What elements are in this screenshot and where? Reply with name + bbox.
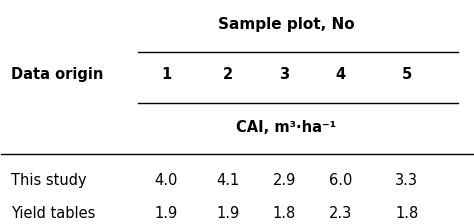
Text: 2.9: 2.9 <box>273 173 296 187</box>
Text: 1.9: 1.9 <box>155 206 178 221</box>
Text: 1.8: 1.8 <box>395 206 418 221</box>
Text: 5: 5 <box>401 67 412 82</box>
Text: CAI, m³·ha⁻¹: CAI, m³·ha⁻¹ <box>237 120 337 135</box>
Text: This study: This study <box>11 173 86 187</box>
Text: 4.0: 4.0 <box>155 173 178 187</box>
Text: 2: 2 <box>222 67 233 82</box>
Text: 1.8: 1.8 <box>273 206 296 221</box>
Text: 1.9: 1.9 <box>216 206 239 221</box>
Text: 3: 3 <box>279 67 289 82</box>
Text: 3.3: 3.3 <box>395 173 418 187</box>
Text: 1: 1 <box>161 67 172 82</box>
Text: Yield tables: Yield tables <box>11 206 95 221</box>
Text: 6.0: 6.0 <box>329 173 352 187</box>
Text: 4: 4 <box>336 67 346 82</box>
Text: Data origin: Data origin <box>11 67 103 82</box>
Text: 2.3: 2.3 <box>329 206 352 221</box>
Text: 4.1: 4.1 <box>216 173 239 187</box>
Text: Sample plot, No: Sample plot, No <box>218 17 355 32</box>
